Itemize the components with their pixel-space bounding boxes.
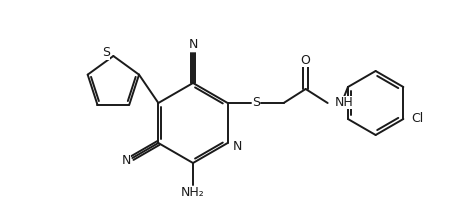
Text: N: N bbox=[122, 154, 131, 168]
Text: NH: NH bbox=[334, 97, 353, 109]
Text: S: S bbox=[102, 46, 110, 59]
Text: NH₂: NH₂ bbox=[181, 185, 204, 198]
Text: N: N bbox=[232, 139, 241, 152]
Text: S: S bbox=[251, 97, 259, 109]
Text: O: O bbox=[300, 53, 310, 67]
Text: Cl: Cl bbox=[410, 112, 423, 126]
Text: N: N bbox=[188, 38, 197, 51]
